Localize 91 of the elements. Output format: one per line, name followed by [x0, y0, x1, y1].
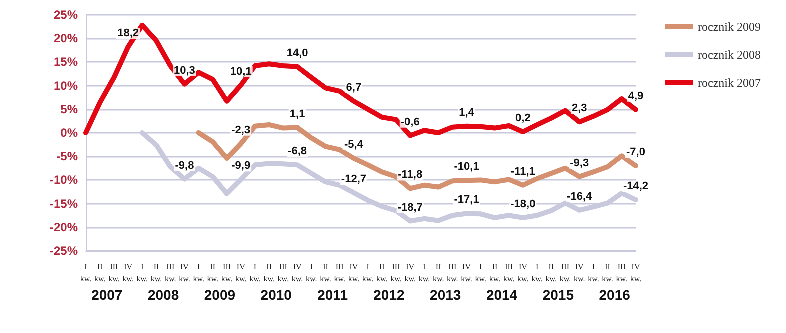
- data-label: -16,4: [567, 190, 594, 203]
- x-tick-label: IV kw.: [630, 262, 642, 284]
- x-tick-label: II kw.: [489, 262, 501, 284]
- y-tick-label: -15%: [50, 196, 78, 211]
- x-tick-label: III kw.: [278, 262, 290, 284]
- data-label: 0,2: [516, 112, 531, 125]
- data-label: -12,7: [341, 173, 366, 186]
- data-label: 1,4: [459, 106, 476, 119]
- text: 2014: [486, 287, 518, 303]
- x-tick-label: II kw.: [320, 262, 332, 284]
- x-tick-label: III kw.: [108, 262, 120, 284]
- x-tick-label: II kw.: [207, 262, 219, 284]
- data-label: -9,9: [232, 160, 251, 172]
- data-label: -7,0: [626, 146, 646, 159]
- data-label: -10,1: [454, 161, 480, 174]
- data-label: 10,1: [230, 66, 252, 78]
- y-tick-label: 25%: [54, 8, 78, 22]
- text: 2011: [318, 287, 348, 303]
- x-tick-label: III kw.: [164, 262, 176, 284]
- x-tick-label: IV kw.: [574, 262, 586, 284]
- x-tick-label: I kw.: [136, 262, 148, 284]
- x-tick-label: I kw.: [532, 262, 543, 284]
- x-tick-label: IV kw.: [461, 262, 472, 284]
- x-tick-label: I kw.: [80, 262, 92, 284]
- x-tick-label: II kw.: [432, 262, 444, 284]
- data-label: 4,9: [628, 90, 644, 102]
- data-label: -14,2: [623, 180, 649, 193]
- x-tick-label: IV kw.: [179, 262, 190, 284]
- x-tick-label: I kw.: [588, 262, 600, 284]
- data-label: -6,8: [288, 146, 308, 158]
- data-label: -9,3: [570, 157, 590, 170]
- y-tick-label: 15%: [54, 55, 78, 70]
- x-tick-label: III kw.: [390, 262, 402, 284]
- x-tick-label: III kw.: [221, 262, 233, 284]
- legend-label: rocznik 2007: [698, 76, 761, 90]
- y-tick-label: -20%: [50, 220, 78, 234]
- x-tick-label: I kw.: [418, 262, 430, 284]
- text: 2009: [204, 287, 236, 303]
- x-tick-label: IV kw.: [292, 262, 304, 284]
- x-tick-label: II kw.: [150, 262, 162, 284]
- data-label: -0,6: [400, 116, 420, 128]
- text: 2010: [260, 287, 292, 303]
- x-tick-label: II kw.: [94, 262, 106, 284]
- data-label: -11,8: [398, 169, 423, 182]
- x-tick-label: IV kw.: [348, 262, 360, 284]
- data-label: 14,0: [286, 47, 308, 60]
- data-label: -17,1: [454, 194, 480, 206]
- x-tick-label: I kw.: [306, 262, 318, 284]
- data-label: -2,3: [232, 124, 251, 136]
- x-tick-label: II kw.: [264, 262, 275, 284]
- data-label: -5,4: [344, 138, 364, 151]
- y-tick-label: 10%: [54, 78, 78, 93]
- x-tick-label: II kw.: [602, 262, 614, 284]
- x-tick-label: III kw.: [616, 262, 628, 284]
- y-tick-label: 20%: [54, 32, 78, 46]
- x-tick-label: I kw.: [250, 262, 261, 284]
- y-tick-label: 0%: [60, 126, 78, 140]
- data-label: 1,1: [290, 108, 306, 120]
- x-tick-label: IV kw.: [404, 262, 416, 284]
- data-label: 2,3: [572, 102, 588, 115]
- x-tick-label: IV kw.: [235, 262, 247, 284]
- y-tick-label: -25%: [50, 244, 78, 258]
- data-label: 6,7: [346, 82, 362, 94]
- x-tick-label: III kw.: [447, 262, 458, 284]
- data-label: -18,0: [510, 198, 536, 210]
- data-label: -11,1: [510, 166, 536, 178]
- text: 2016: [599, 287, 631, 303]
- x-tick-label: II kw.: [376, 262, 388, 284]
- text: 2015: [542, 287, 574, 303]
- data-label: 18,2: [118, 28, 140, 40]
- x-tick-label: IV kw.: [122, 262, 134, 284]
- y-tick-label: -5%: [56, 150, 78, 164]
- x-tick-label: II kw.: [546, 262, 558, 284]
- data-label: 10,3: [174, 64, 196, 77]
- x-tick-label: III kw.: [560, 262, 572, 284]
- x-tick-label: IV kw.: [518, 262, 529, 284]
- text: 2012: [374, 287, 405, 303]
- x-tick-label: III kw.: [503, 262, 515, 284]
- x-tick-label: I kw.: [193, 262, 204, 284]
- text: 2013: [430, 287, 462, 303]
- data-label: -9,8: [175, 160, 194, 172]
- x-tick-label: I kw.: [475, 262, 487, 284]
- data-label: -18,7: [398, 202, 423, 214]
- y-tick-label: -10%: [50, 173, 78, 188]
- x-tick-label: I kw.: [362, 262, 374, 284]
- legend-label: rocznik 2008: [698, 48, 761, 62]
- text: 2008: [148, 287, 180, 303]
- y-tick-label: 5%: [60, 102, 78, 116]
- legend-label: rocznik 2009: [698, 20, 761, 34]
- x-tick-label: III kw.: [334, 262, 346, 284]
- text: 2007: [92, 287, 123, 303]
